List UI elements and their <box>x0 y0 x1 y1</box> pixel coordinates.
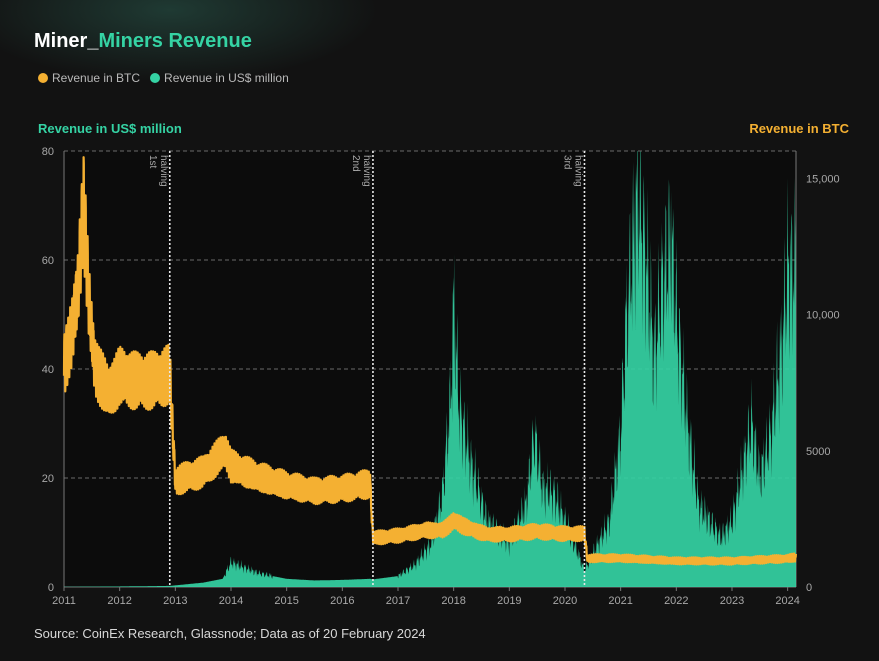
source-note: Source: CoinEx Research, Glassnode; Data… <box>34 626 426 641</box>
title-main: Miners Revenue <box>98 30 252 52</box>
x-tick-2016: 2016 <box>330 595 354 607</box>
x-tick-2023: 2023 <box>720 595 744 607</box>
right-tick-5000: 5000 <box>806 446 830 458</box>
legend-label-btc: Revenue in BTC <box>52 71 141 85</box>
x-tick-2018: 2018 <box>441 595 465 607</box>
x-tick-2021: 2021 <box>608 595 632 607</box>
legend-dot-btc <box>38 73 48 83</box>
right-tick-0: 0 <box>806 582 812 594</box>
halving-label-1-b: halving <box>158 155 169 187</box>
x-tick-2024: 2024 <box>775 595 799 607</box>
halving-label-3-b: halving <box>572 155 583 187</box>
x-tick-2012: 2012 <box>107 595 131 607</box>
title-prefix: Miner_ <box>34 30 99 52</box>
x-tick-2013: 2013 <box>163 595 187 607</box>
x-tick-2014: 2014 <box>219 595 243 607</box>
halving-label-1-a: 1st <box>147 155 158 169</box>
legend-item-usd: Revenue in US$ million <box>150 71 289 85</box>
right-tick-10000: 10,000 <box>806 310 840 322</box>
x-tick-2011: 2011 <box>52 595 76 607</box>
legend: Revenue in BTC Revenue in US$ million <box>38 71 289 85</box>
left-axis-title: Revenue in US$ million <box>38 121 182 136</box>
left-tick-20: 20 <box>42 473 54 485</box>
halving-label-3-a: 3rd <box>561 155 572 169</box>
series-usd-area <box>64 151 796 587</box>
legend-item-btc: Revenue in BTC <box>38 71 140 85</box>
chart-title: Miner_Miners Revenue <box>34 30 252 53</box>
left-tick-40: 40 <box>42 364 54 376</box>
halving-label-2-b: halving <box>361 155 372 187</box>
series-btc-line <box>62 156 797 566</box>
x-tick-2017: 2017 <box>386 595 410 607</box>
halving-label-2-a: 2nd <box>350 155 361 172</box>
legend-label-usd: Revenue in US$ million <box>164 71 289 85</box>
left-tick-0: 0 <box>48 582 54 594</box>
legend-dot-usd <box>150 73 161 83</box>
right-tick-15000: 15,000 <box>806 173 840 185</box>
right-axis-title: Revenue in BTC <box>749 121 849 136</box>
x-tick-2022: 2022 <box>664 595 688 607</box>
x-tick-2020: 2020 <box>553 595 577 607</box>
x-tick-2015: 2015 <box>274 595 298 607</box>
left-tick-80: 80 <box>42 146 54 158</box>
x-tick-2019: 2019 <box>497 595 521 607</box>
left-tick-60: 60 <box>42 255 54 267</box>
